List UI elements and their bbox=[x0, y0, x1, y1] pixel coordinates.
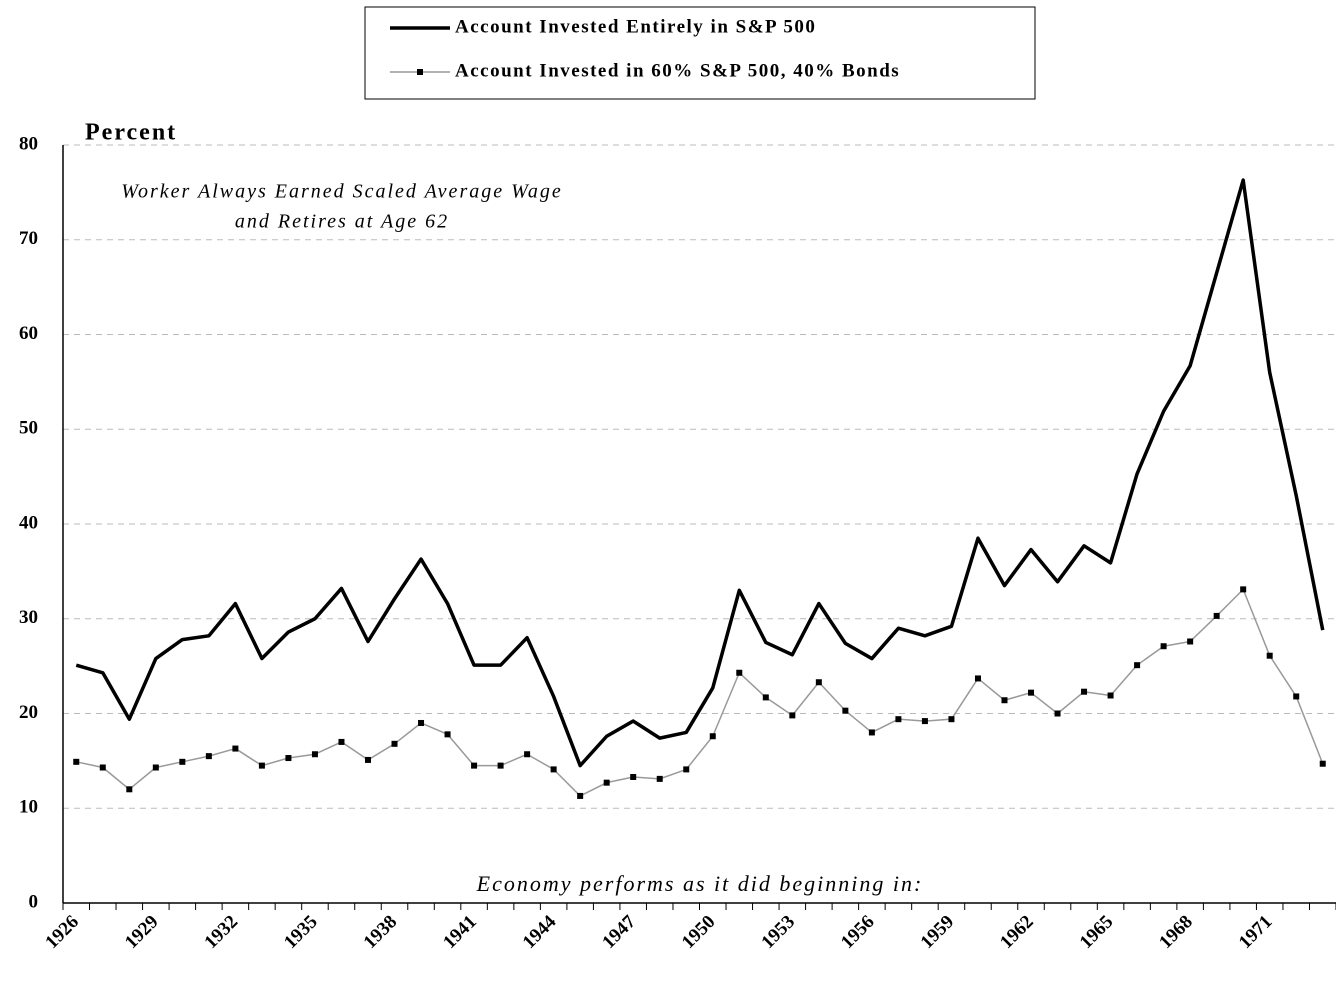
x-tick-label: 1947 bbox=[598, 911, 640, 953]
point-marker bbox=[683, 766, 690, 773]
point-marker bbox=[1001, 697, 1008, 704]
point-marker bbox=[497, 762, 504, 769]
point-marker bbox=[391, 740, 398, 747]
point-marker bbox=[524, 751, 531, 758]
point-marker bbox=[948, 716, 955, 723]
point-marker bbox=[99, 764, 106, 771]
point-marker bbox=[1213, 612, 1220, 619]
x-tick-label: 1968 bbox=[1155, 911, 1197, 953]
y-tick-label: 0 bbox=[29, 891, 39, 912]
y-tick-label: 30 bbox=[19, 607, 38, 628]
series-line bbox=[76, 588, 1324, 797]
x-tick-label: 1962 bbox=[996, 911, 1038, 953]
x-tick-label: 1941 bbox=[439, 911, 481, 953]
x-tick-label: 1965 bbox=[1076, 911, 1118, 953]
point-marker bbox=[258, 762, 265, 769]
point-marker bbox=[603, 779, 610, 786]
point-marker bbox=[921, 718, 928, 725]
point-marker bbox=[1160, 643, 1167, 650]
x-tick-label: 1938 bbox=[360, 911, 402, 953]
point-marker bbox=[1240, 586, 1247, 593]
x-tick-label: 1956 bbox=[837, 911, 879, 953]
point-marker bbox=[577, 792, 584, 799]
point-marker bbox=[868, 729, 875, 736]
series-line bbox=[75, 178, 1325, 768]
point-marker bbox=[444, 731, 451, 738]
point-marker bbox=[895, 716, 902, 723]
legend-label: Account Invested in 60% S&P 500, 40% Bon… bbox=[455, 60, 900, 81]
point-marker bbox=[73, 758, 80, 765]
legend-box bbox=[364, 6, 1036, 100]
point-marker bbox=[126, 786, 133, 793]
x-tick-label: 1926 bbox=[41, 911, 83, 953]
y-axis-label: Percent bbox=[85, 120, 177, 146]
point-marker bbox=[1266, 652, 1273, 659]
point-marker bbox=[656, 775, 663, 782]
point-marker bbox=[1107, 692, 1114, 699]
point-marker bbox=[842, 707, 849, 714]
point-marker bbox=[550, 766, 557, 773]
x-tick-label: 1935 bbox=[280, 911, 322, 953]
annotation: Economy performs as it did beginning in: bbox=[476, 871, 924, 896]
point-marker bbox=[1054, 710, 1061, 717]
y-tick-label: 40 bbox=[19, 512, 38, 533]
point-marker bbox=[1081, 688, 1088, 695]
legend-marker bbox=[417, 69, 423, 75]
point-marker bbox=[471, 762, 478, 769]
y-tick-label: 60 bbox=[19, 323, 38, 344]
legend-label: Account Invested Entirely in S&P 500 bbox=[455, 16, 816, 37]
point-marker bbox=[364, 756, 371, 763]
point-marker bbox=[762, 694, 769, 701]
y-tick-label: 80 bbox=[19, 133, 38, 154]
x-tick-label: 1971 bbox=[1235, 911, 1277, 953]
point-marker bbox=[789, 712, 796, 719]
point-marker bbox=[205, 753, 212, 760]
point-marker bbox=[232, 745, 239, 752]
annotation: Worker Always Earned Scaled Average Wage bbox=[121, 181, 563, 203]
point-marker bbox=[311, 751, 318, 758]
x-tick-label: 1932 bbox=[200, 911, 242, 953]
y-tick-label: 50 bbox=[19, 418, 38, 439]
point-marker bbox=[1293, 693, 1300, 700]
point-marker bbox=[338, 738, 345, 745]
point-marker bbox=[285, 755, 292, 762]
point-marker bbox=[1134, 662, 1141, 669]
point-marker bbox=[1028, 689, 1035, 696]
point-marker bbox=[152, 764, 159, 771]
point-marker bbox=[709, 733, 716, 740]
x-tick-label: 1944 bbox=[519, 911, 561, 953]
y-tick-label: 10 bbox=[19, 797, 38, 818]
point-marker bbox=[179, 758, 186, 765]
x-tick-label: 1953 bbox=[757, 911, 799, 953]
x-tick-label: 1929 bbox=[121, 911, 163, 953]
point-marker bbox=[815, 679, 822, 686]
x-tick-label: 1959 bbox=[917, 911, 959, 953]
y-tick-label: 70 bbox=[19, 228, 38, 249]
x-tick-label: 1950 bbox=[678, 911, 720, 953]
point-marker bbox=[630, 773, 637, 780]
point-marker bbox=[1319, 760, 1326, 767]
point-marker bbox=[418, 719, 425, 726]
point-marker bbox=[736, 669, 743, 676]
y-tick-label: 20 bbox=[19, 702, 38, 723]
point-marker bbox=[1187, 638, 1194, 645]
point-marker bbox=[974, 675, 981, 682]
annotation: and Retires at Age 62 bbox=[235, 211, 449, 233]
